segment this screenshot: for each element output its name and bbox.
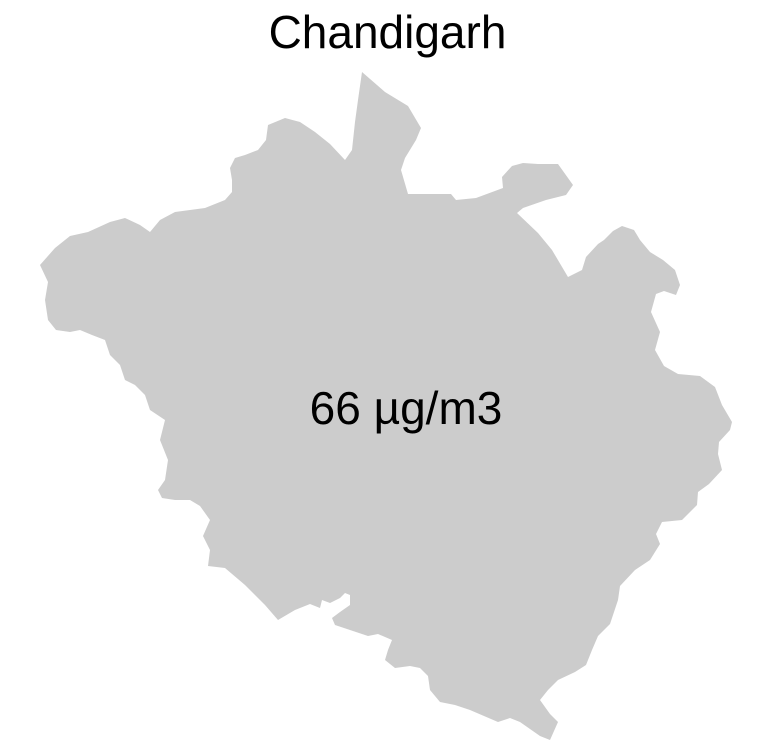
chandigarh-region-shape [40, 72, 732, 740]
pollution-value-label: 66 µg/m3 [309, 382, 503, 434]
map-title: Chandigarh [268, 6, 507, 58]
